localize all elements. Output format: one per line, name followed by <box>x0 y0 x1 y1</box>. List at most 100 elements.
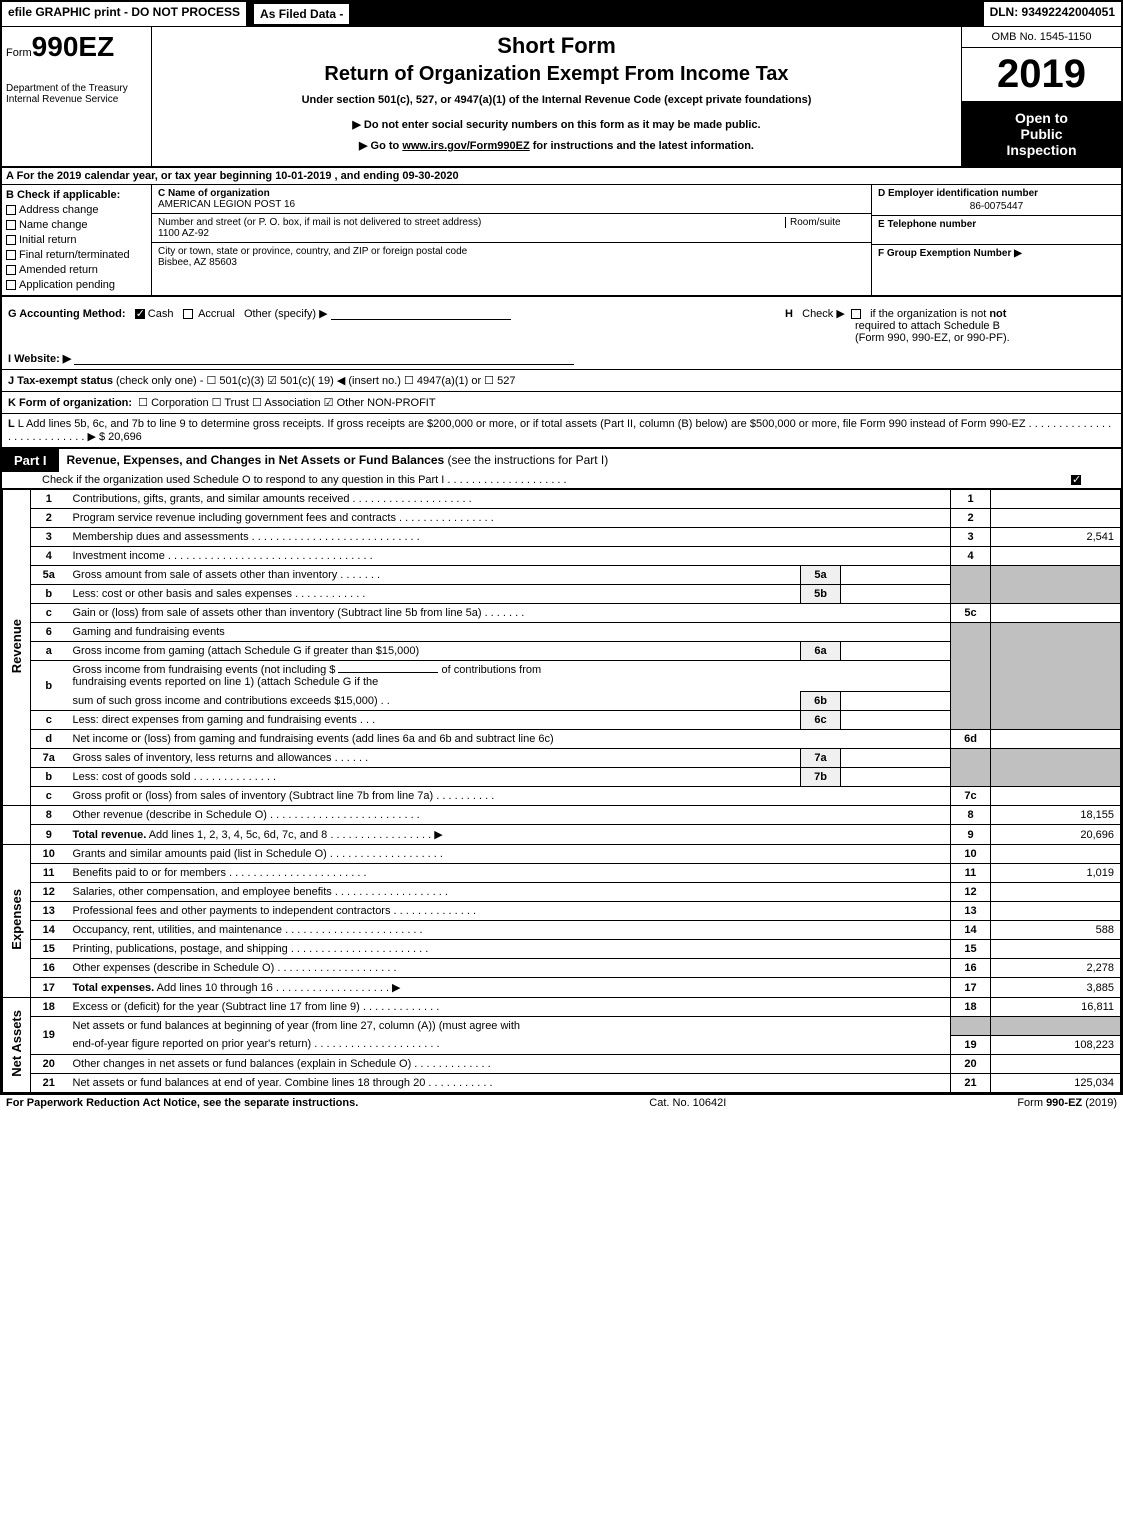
open-line3: Inspection <box>966 142 1117 158</box>
h-text3: required to attach Schedule B <box>855 320 1000 332</box>
line18-num: 18 <box>31 998 67 1017</box>
line6a-snum: 6a <box>801 642 841 661</box>
line6-num: 6 <box>31 623 67 642</box>
check-application-pending[interactable]: Application pending <box>6 279 147 291</box>
website-blank[interactable] <box>74 364 574 365</box>
city-value: Bisbee, AZ 85603 <box>158 257 237 268</box>
line5b-num: b <box>31 585 67 604</box>
part1-label: Part I <box>2 449 59 472</box>
line7b-sval <box>841 768 951 787</box>
check-initial-return[interactable]: Initial return <box>6 234 147 246</box>
line1-desc: Contributions, gifts, grants, and simila… <box>67 490 951 509</box>
form-container: efile GRAPHIC print - DO NOT PROCESS As … <box>0 0 1123 1095</box>
f-label: F Group Exemption Number ▶ <box>878 248 1022 259</box>
line16-desc: Other expenses (describe in Schedule O) … <box>67 959 951 978</box>
j-label: J Tax-exempt status <box>8 375 113 387</box>
line9-desc: Total revenue. Add lines 1, 2, 3, 4, 5c,… <box>67 825 951 845</box>
line19-val: 108,223 <box>991 1035 1121 1054</box>
other-blank[interactable] <box>331 319 511 320</box>
section-a-text: A For the 2019 calendar year, or tax yea… <box>6 170 459 182</box>
check-address-change[interactable]: Address change <box>6 204 147 216</box>
line7c-val <box>991 787 1121 806</box>
line6-shaded-val <box>991 623 1121 730</box>
line7-shaded-val <box>991 749 1121 787</box>
l-value: 20,696 <box>108 431 142 443</box>
def-column: D Employer identification number 86-0075… <box>871 185 1121 295</box>
i-left: I Website: ▶ <box>8 352 1115 365</box>
title-section: Form990EZ Department of the Treasury Int… <box>2 27 1121 168</box>
section-a: A For the 2019 calendar year, or tax yea… <box>2 168 1121 185</box>
line6d-val <box>991 730 1121 749</box>
b-title: B Check if applicable: <box>6 189 147 201</box>
check-name-change[interactable]: Name change <box>6 219 147 231</box>
expenses-side-label: Expenses <box>3 845 31 998</box>
return-title: Return of Organization Exempt From Incom… <box>158 63 955 86</box>
line6b-desc4: sum of such gross income and contributio… <box>67 692 801 711</box>
line12-desc: Salaries, other compensation, and employ… <box>67 883 951 902</box>
d-box: D Employer identification number 86-0075… <box>872 185 1121 216</box>
cash-checkbox[interactable] <box>135 309 145 319</box>
k-text: ☐ Corporation ☐ Trust ☐ Association ☑ Ot… <box>138 397 435 409</box>
line18-desc: Excess or (deficit) for the year (Subtra… <box>67 998 951 1017</box>
line3-val: 2,541 <box>991 528 1121 547</box>
line20-desc: Other changes in net assets or fund bala… <box>67 1054 951 1073</box>
line20-num: 20 <box>31 1054 67 1073</box>
part1-checkbox[interactable] <box>1071 474 1081 486</box>
line10-val <box>991 845 1121 864</box>
line7a-desc: Gross sales of inventory, less returns a… <box>67 749 801 768</box>
h-text1: Check ▶ <box>802 308 845 320</box>
h-label: H <box>785 308 793 320</box>
line9-rnum: 9 <box>951 825 991 845</box>
line6c-num: c <box>31 711 67 730</box>
footer-row: For Paperwork Reduction Act Notice, see … <box>0 1095 1123 1111</box>
line15-num: 15 <box>31 940 67 959</box>
line1-val <box>991 490 1121 509</box>
line7c-rnum: 7c <box>951 787 991 806</box>
i-row: I Website: ▶ <box>2 348 1121 369</box>
k-label: K Form of organization: <box>8 397 132 409</box>
check-amended[interactable]: Amended return <box>6 264 147 276</box>
line7c-num: c <box>31 787 67 806</box>
line12-num: 12 <box>31 883 67 902</box>
h-checkbox[interactable] <box>851 309 861 319</box>
j-content: J Tax-exempt status (check only one) - ☐… <box>8 374 1115 387</box>
line3-num: 3 <box>31 528 67 547</box>
footer-center: Cat. No. 10642I <box>358 1097 1017 1109</box>
line9-val: 20,696 <box>991 825 1121 845</box>
open-public-box: Open to Public Inspection <box>962 102 1121 166</box>
line3-desc: Membership dues and assessments . . . . … <box>67 528 951 547</box>
line14-val: 588 <box>991 921 1121 940</box>
line2-val <box>991 509 1121 528</box>
line11-rnum: 11 <box>951 864 991 883</box>
check-final-return[interactable]: Final return/terminated <box>6 249 147 261</box>
irs-label: Internal Revenue Service <box>6 94 147 105</box>
line7b-desc: Less: cost of goods sold . . . . . . . .… <box>67 768 801 787</box>
line2-desc: Program service revenue including govern… <box>67 509 951 528</box>
d-label: D Employer identification number <box>878 188 1038 199</box>
line16-val: 2,278 <box>991 959 1121 978</box>
part1-title: Revenue, Expenses, and Changes in Net As… <box>67 453 445 467</box>
asfiled-label: As Filed Data - <box>252 2 351 26</box>
line2-num: 2 <box>31 509 67 528</box>
line11-desc: Benefits paid to or for members . . . . … <box>67 864 951 883</box>
line7b-snum: 7b <box>801 768 841 787</box>
line1-rnum: 1 <box>951 490 991 509</box>
accrual-checkbox[interactable] <box>183 309 193 319</box>
footer-left: For Paperwork Reduction Act Notice, see … <box>6 1097 358 1109</box>
open-line1: Open to <box>966 110 1117 126</box>
donot-text: ▶ Do not enter social security numbers o… <box>158 118 955 131</box>
line7a-num: 7a <box>31 749 67 768</box>
part1-title-cell: Revenue, Expenses, and Changes in Net As… <box>59 449 1121 472</box>
line5c-desc: Gain or (loss) from sale of assets other… <box>67 604 951 623</box>
line5b-sval <box>841 585 951 604</box>
part1-sub: (see the instructions for Part I) <box>448 453 609 467</box>
c-label: C Name of organization <box>158 188 270 199</box>
k-content: K Form of organization: ☐ Corporation ☐ … <box>8 396 1115 409</box>
line19-desc2: end-of-year figure reported on prior yea… <box>67 1035 951 1054</box>
line14-desc: Occupancy, rent, utilities, and maintena… <box>67 921 951 940</box>
form-table: Revenue 1 Contributions, gifts, grants, … <box>2 489 1121 1093</box>
line7a-snum: 7a <box>801 749 841 768</box>
line8-num: 8 <box>31 806 67 825</box>
line16-num: 16 <box>31 959 67 978</box>
k-row: K Form of organization: ☐ Corporation ☐ … <box>2 392 1121 414</box>
